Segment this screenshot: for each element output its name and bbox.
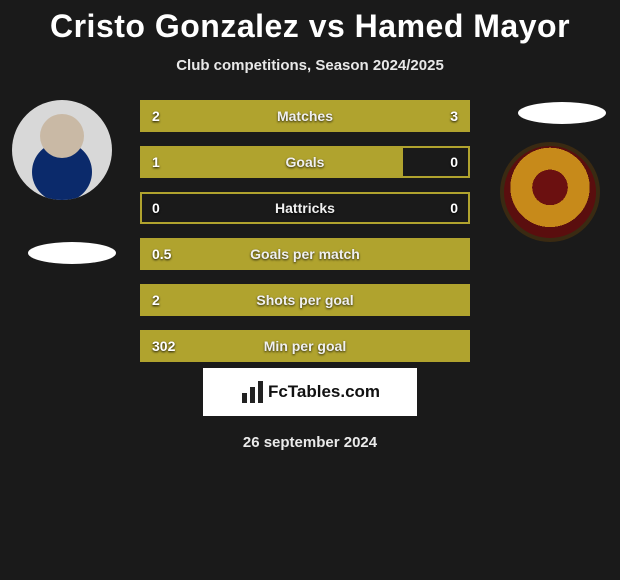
stat-row: 10Goals bbox=[140, 146, 470, 178]
stat-bars: 23Matches10Goals00Hattricks0.5Goals per … bbox=[140, 100, 470, 362]
stat-value-right: 0 bbox=[450, 154, 458, 170]
stat-value-left: 0 bbox=[152, 200, 160, 216]
stat-fill-right bbox=[272, 102, 468, 130]
stat-row: 2Shots per goal bbox=[140, 284, 470, 316]
player-avatar-left bbox=[12, 100, 112, 200]
stat-row: 23Matches bbox=[140, 100, 470, 132]
fctables-logo-icon bbox=[240, 381, 262, 403]
subtitle: Club competitions, Season 2024/2025 bbox=[0, 57, 620, 74]
comparison-stage: 23Matches10Goals00Hattricks0.5Goals per … bbox=[0, 100, 620, 358]
stat-row: 302Min per goal bbox=[140, 330, 470, 362]
stat-row: 0.5Goals per match bbox=[140, 238, 470, 270]
brand-card: FcTables.com bbox=[203, 368, 417, 416]
stat-value-right: 0 bbox=[450, 200, 458, 216]
stat-fill-left bbox=[142, 148, 403, 176]
page-title: Cristo Gonzalez vs Hamed Mayor bbox=[0, 8, 620, 45]
comparison-card: Cristo Gonzalez vs Hamed Mayor Club comp… bbox=[0, 0, 620, 580]
stat-fill-left bbox=[142, 240, 468, 268]
stat-fill-left bbox=[142, 332, 468, 360]
team-badge-right bbox=[518, 102, 606, 124]
stat-fill-left bbox=[142, 102, 272, 130]
date-label: 26 september 2024 bbox=[0, 434, 620, 451]
stat-fill-left bbox=[142, 286, 468, 314]
brand-label: FcTables.com bbox=[268, 382, 380, 402]
stat-row: 0 0Hattricks bbox=[140, 192, 470, 224]
stat-label: Hattricks bbox=[142, 200, 468, 216]
player-crest-right bbox=[500, 142, 600, 242]
team-badge-left bbox=[28, 242, 116, 264]
